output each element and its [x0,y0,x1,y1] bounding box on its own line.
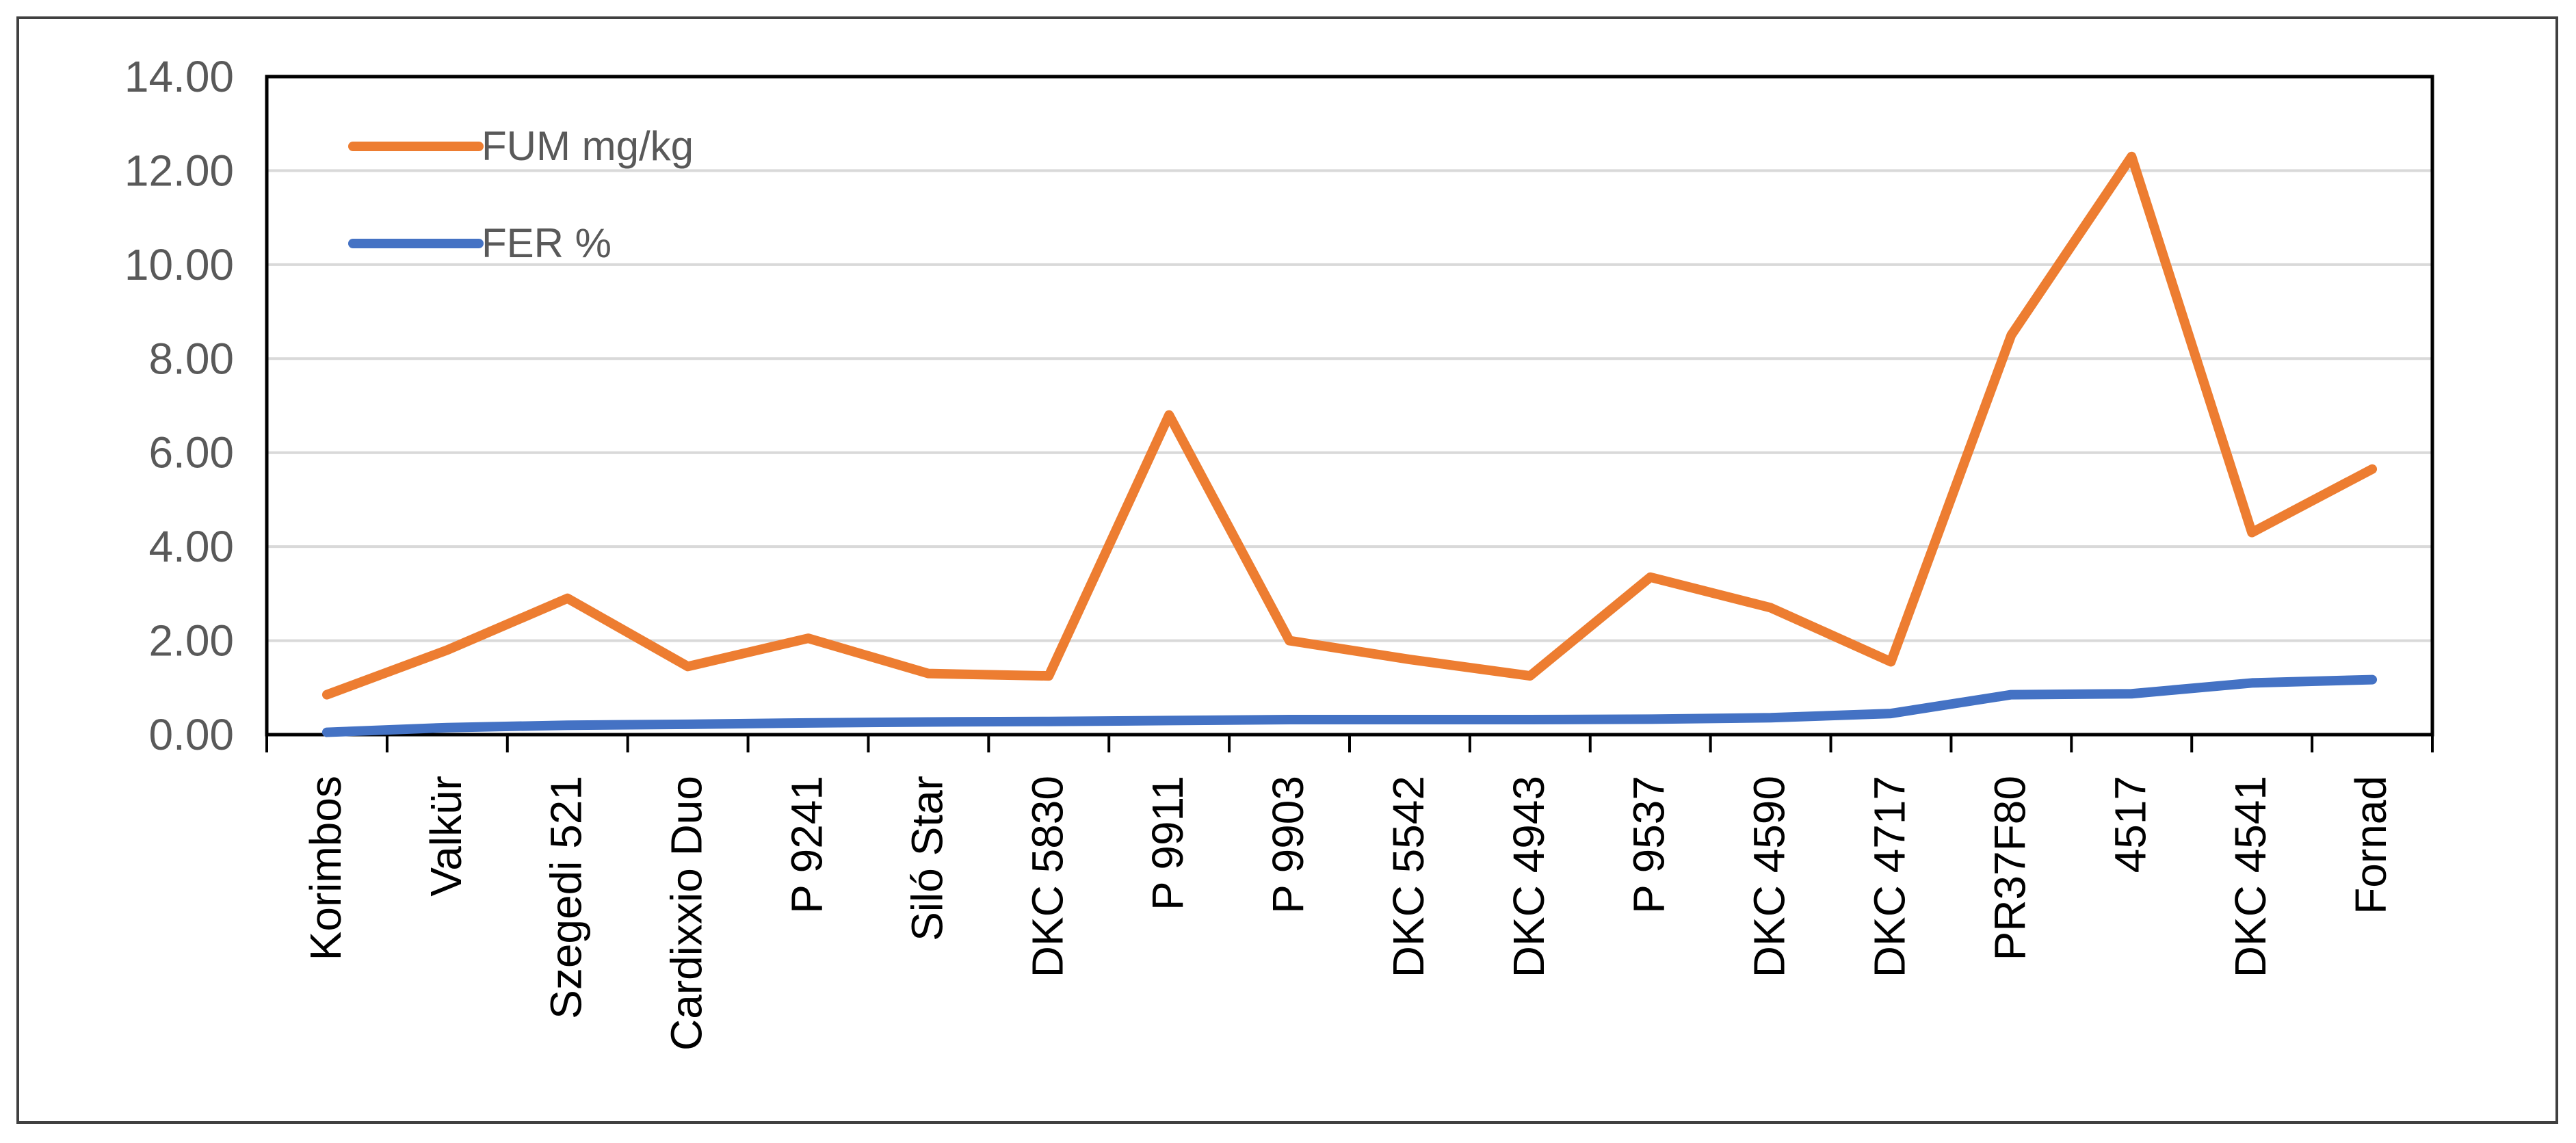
data-point [2250,681,2255,685]
data-point [1648,717,1653,722]
x-category-label: P 9911 [1143,776,1192,910]
y-axis: 0.00 2.00 4.00 6.00 8.00 10.00 12.00 14.00 [124,52,234,759]
x-category-label: Valkür [421,776,471,897]
data-point [1407,718,1412,722]
y-tick-label: 10.00 [124,240,234,289]
data-point [1648,575,1653,579]
data-point [1167,412,1172,417]
x-category-label: DKC 4541 [2226,776,2275,977]
data-point [445,648,449,653]
y-tick-label: 8.00 [148,334,234,383]
data-point [1889,711,1893,716]
data-point [324,692,329,697]
gridlines [265,75,2434,737]
x-category-label: Cardixxio Duo [662,776,711,1051]
y-tick-label: 0.00 [148,710,234,759]
y-tick-label: 6.00 [148,428,234,477]
data-point [2129,154,2134,159]
data-point [2009,692,2014,697]
data-point [2370,467,2375,471]
x-category-label: P 9537 [1625,776,1674,914]
data-point [445,725,449,730]
x-category-label: DKC 5542 [1384,776,1433,977]
data-point [565,596,570,601]
data-point [565,723,570,728]
data-point [1527,674,1532,679]
x-category-label: Szegedi 521 [542,776,591,1019]
y-tick-label: 4.00 [148,522,234,571]
x-category-label: Fornad [2346,776,2395,915]
x-category-label: DKC 5830 [1023,776,1072,977]
y-tick-label: 12.00 [124,146,234,195]
data-point [1047,674,1051,679]
x-category-label: DKC 4717 [1865,776,1915,977]
x-category-label: P 9241 [783,776,832,914]
data-point [324,730,329,735]
data-point [1768,715,1773,720]
line-chart: 0.00 2.00 4.00 6.00 8.00 10.00 12.00 14.00 Kori… [124,52,2434,1051]
data-point [685,722,690,726]
series-line [321,151,2378,700]
data-point [2009,332,2014,337]
x-category-label: P 9903 [1263,776,1313,914]
legend: FUM mg/kg FER % [348,123,694,266]
data-point [2250,530,2255,535]
x-category-label: Siló Star [902,776,951,941]
data-point [1889,659,1893,664]
x-category-label: DKC 4943 [1504,776,1553,977]
data-point [1768,605,1773,610]
series-0 [321,151,2378,700]
data-point [926,720,931,724]
data-point [1167,718,1172,723]
x-category-label: Korimbos [301,776,350,960]
data-point [2129,692,2134,696]
data-point [1287,638,1292,643]
data-point [1407,657,1412,662]
data-point [1527,718,1532,722]
x-category-label: 4517 [2105,776,2155,873]
legend-label: FER % [482,220,612,266]
legend-label: FUM mg/kg [482,123,694,169]
y-tick-label: 14.00 [124,52,234,101]
series-layer [321,151,2378,737]
plot-area-border [265,75,2434,737]
chart-frame: 0.00 2.00 4.00 6.00 8.00 10.00 12.00 14.00 Kori… [16,16,2558,1124]
series-line [321,674,2378,737]
data-point [2370,677,2375,682]
data-point [1047,719,1051,724]
data-point [1287,718,1292,722]
series-1 [321,674,2378,737]
y-tick-label: 2.00 [148,616,234,666]
x-category-label: PR37F80 [1985,776,2034,960]
x-axis: Korimbos Valkür Szegedi 521 Cardixxio Duo P … [265,735,2434,1051]
data-point [806,636,811,641]
x-category-label: DKC 4590 [1745,776,1794,977]
data-point [926,671,931,676]
data-point [806,720,811,725]
data-point [685,664,690,669]
